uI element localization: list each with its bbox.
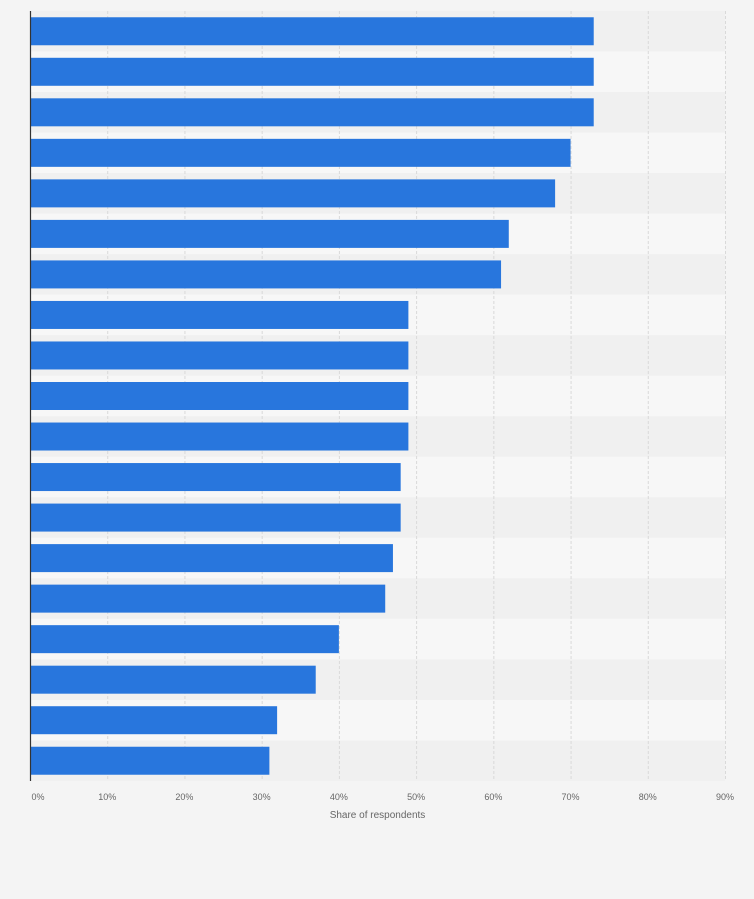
bar [30,57,594,86]
bar [30,544,393,573]
bar [30,503,401,532]
x-tick-label: 80% [639,792,657,802]
bar [30,463,401,492]
x-tick-label: 10% [98,792,116,802]
x-tick-label: 30% [253,792,271,802]
bar [30,219,509,248]
bar [30,179,556,208]
bar [30,260,502,289]
x-tick-label: 20% [175,792,193,802]
bar [30,382,409,410]
x-tick-label: 70% [562,792,580,802]
x-axis-title: Share of respondents [330,810,426,821]
bar [30,98,594,127]
bar [30,422,409,451]
bar [30,17,594,46]
bar [30,138,571,167]
bar [30,300,409,329]
x-tick-label: 60% [484,792,502,802]
x-tick-label: 40% [330,792,348,802]
x-tick-label: 50% [407,792,425,802]
bars [30,17,594,775]
bar [30,746,270,775]
bar [30,706,278,735]
bar [30,584,386,613]
x-tick-label: 0% [31,792,44,802]
bar [30,625,339,654]
bar [30,341,409,370]
x-tick-labels: 0% 10% 20% 30% 40% 50% 60% 70% 80% 90% [31,792,734,802]
x-tick-label: 90% [716,792,734,802]
bar [30,665,316,694]
